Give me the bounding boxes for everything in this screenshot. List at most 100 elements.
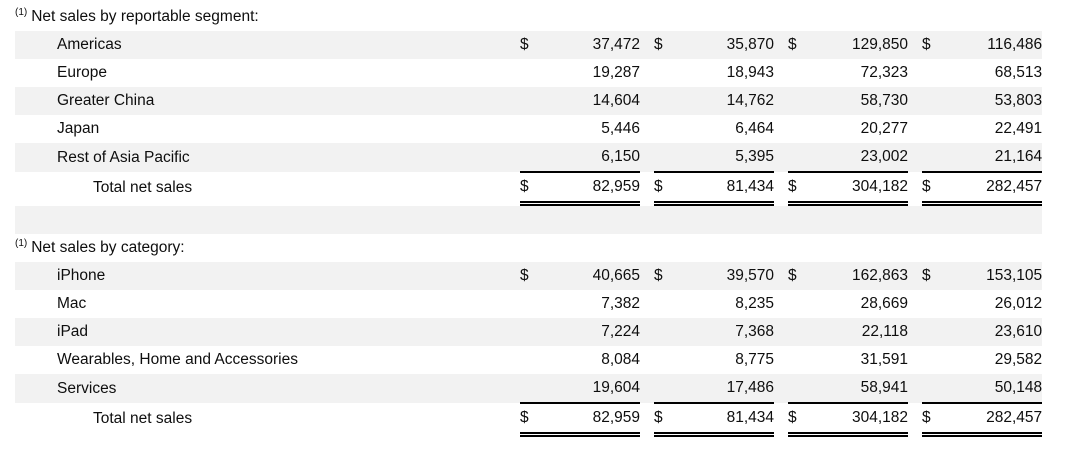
currency-cell: $ xyxy=(922,262,948,290)
column-gap xyxy=(908,172,922,204)
currency-cell: $ xyxy=(654,171,680,206)
amount-cell: 37,472 xyxy=(546,31,640,59)
section-title-text: Net sales by category: xyxy=(31,239,185,256)
currency-cell xyxy=(922,318,948,346)
currency-cell xyxy=(788,346,814,374)
column-gap xyxy=(908,262,922,290)
column-gap xyxy=(774,87,788,115)
total-row-category: Total net sales $ 82,959 $ 81,434 $ 304,… xyxy=(15,402,1043,437)
net-sales-table: (1) Net sales by reportable segment: Amer… xyxy=(15,3,1043,437)
column-gap xyxy=(774,31,788,59)
table-row-rest-of-asia-pacific: Rest of Asia Pacific 6,150 5,395 23,002 … xyxy=(15,143,1043,172)
currency-cell xyxy=(922,143,948,172)
amount-cell: 14,604 xyxy=(546,87,640,115)
row-label: Wearables, Home and Accessories xyxy=(57,351,298,368)
table-row-services: Services 19,604 17,486 58,941 50,148 xyxy=(15,374,1043,403)
financial-statement-sheet: (1) Net sales by reportable segment: Amer… xyxy=(15,3,1043,437)
column-gap xyxy=(640,59,654,87)
amount-cell: 23,002 xyxy=(814,143,908,172)
amount-cell: 282,457 xyxy=(948,171,1043,206)
row-label: Rest of Asia Pacific xyxy=(15,143,520,172)
currency-cell: $ xyxy=(520,31,546,59)
column-gap xyxy=(774,262,788,290)
currency-cell xyxy=(654,346,680,374)
amount-cell: 28,669 xyxy=(860,295,908,312)
table-row-americas: Americas $ 37,472 $ 35,870 $ 129,850 $ 1… xyxy=(15,31,1043,59)
amount-cell: 81,434 xyxy=(680,402,774,437)
segment-section: (1) Net sales by reportable segment: Amer… xyxy=(15,3,1043,234)
amount-cell: 8,084 xyxy=(601,351,640,368)
footnote-marker: (1) xyxy=(15,237,28,249)
row-label: Mac xyxy=(57,295,87,312)
column-gap xyxy=(774,403,788,435)
currency-cell xyxy=(520,290,546,318)
amount-cell: 17,486 xyxy=(680,374,774,403)
currency-cell xyxy=(520,346,546,374)
currency-cell xyxy=(788,374,814,403)
amount-cell: 7,224 xyxy=(546,318,640,346)
amount-cell: 40,665 xyxy=(546,262,640,290)
row-label: Greater China xyxy=(15,87,520,115)
amount-cell: 8,775 xyxy=(735,351,774,368)
amount-cell: 18,943 xyxy=(726,64,774,81)
column-gap xyxy=(640,115,654,143)
amount-cell: 58,730 xyxy=(814,87,908,115)
amount-cell: 31,591 xyxy=(860,351,908,368)
column-gap xyxy=(640,374,654,403)
table-row-ipad: iPad 7,224 7,368 22,118 23,610 xyxy=(15,318,1043,346)
currency-cell xyxy=(654,318,680,346)
currency-cell: $ xyxy=(520,262,546,290)
spacer-cell xyxy=(15,203,1043,234)
currency-cell xyxy=(788,318,814,346)
row-label: Europe xyxy=(57,64,107,81)
currency-cell: $ xyxy=(922,402,948,437)
column-gap xyxy=(908,290,922,318)
column-gap xyxy=(640,346,654,374)
currency-cell: $ xyxy=(922,171,948,206)
column-gap xyxy=(640,87,654,115)
row-label: Japan xyxy=(57,120,100,137)
column-gap xyxy=(640,31,654,59)
currency-cell xyxy=(520,87,546,115)
column-gap xyxy=(908,87,922,115)
column-gap xyxy=(774,374,788,403)
currency-cell: $ xyxy=(520,171,546,206)
currency-cell xyxy=(654,290,680,318)
currency-cell xyxy=(520,115,546,143)
column-gap xyxy=(908,31,922,59)
amount-cell: 50,148 xyxy=(948,374,1043,403)
table-row-wearables-home-accessories: Wearables, Home and Accessories 8,084 8,… xyxy=(15,346,1042,374)
column-gap xyxy=(640,143,654,172)
currency-cell xyxy=(654,143,680,172)
amount-cell: 153,105 xyxy=(948,262,1043,290)
section-header-row: (1) Net sales by category: xyxy=(15,234,1043,262)
total-label: Total net sales xyxy=(15,172,520,204)
amount-cell: 7,382 xyxy=(601,295,640,312)
amount-cell: 72,323 xyxy=(860,64,908,81)
section-header-row: (1) Net sales by reportable segment: xyxy=(15,3,1043,31)
amount-cell: 53,803 xyxy=(948,87,1043,115)
currency-cell xyxy=(654,115,680,143)
row-label: Americas xyxy=(15,31,520,59)
amount-cell: 6,464 xyxy=(735,120,774,137)
currency-cell xyxy=(654,87,680,115)
amount-cell: 304,182 xyxy=(814,402,908,437)
amount-cell: 129,850 xyxy=(814,31,908,59)
table-row-japan: Japan 5,446 6,464 20,277 22,491 xyxy=(15,115,1042,143)
column-gap xyxy=(908,143,922,172)
amount-cell: 68,513 xyxy=(994,64,1043,81)
column-gap xyxy=(908,318,922,346)
column-gap xyxy=(640,318,654,346)
amount-cell: 6,150 xyxy=(546,143,640,172)
amount-cell: 19,287 xyxy=(592,64,640,81)
row-label: Services xyxy=(15,374,520,403)
section-title: (1) Net sales by category: xyxy=(15,234,1043,262)
column-gap xyxy=(640,403,654,435)
currency-cell xyxy=(922,346,948,374)
table-row-europe: Europe 19,287 18,943 72,323 68,513 xyxy=(15,59,1042,87)
currency-cell xyxy=(922,59,948,87)
amount-cell: 304,182 xyxy=(814,171,908,206)
currency-cell xyxy=(788,115,814,143)
table-row-iphone: iPhone $ 40,665 $ 39,570 $ 162,863 $ 153… xyxy=(15,262,1043,290)
amount-cell: 5,395 xyxy=(680,143,774,172)
